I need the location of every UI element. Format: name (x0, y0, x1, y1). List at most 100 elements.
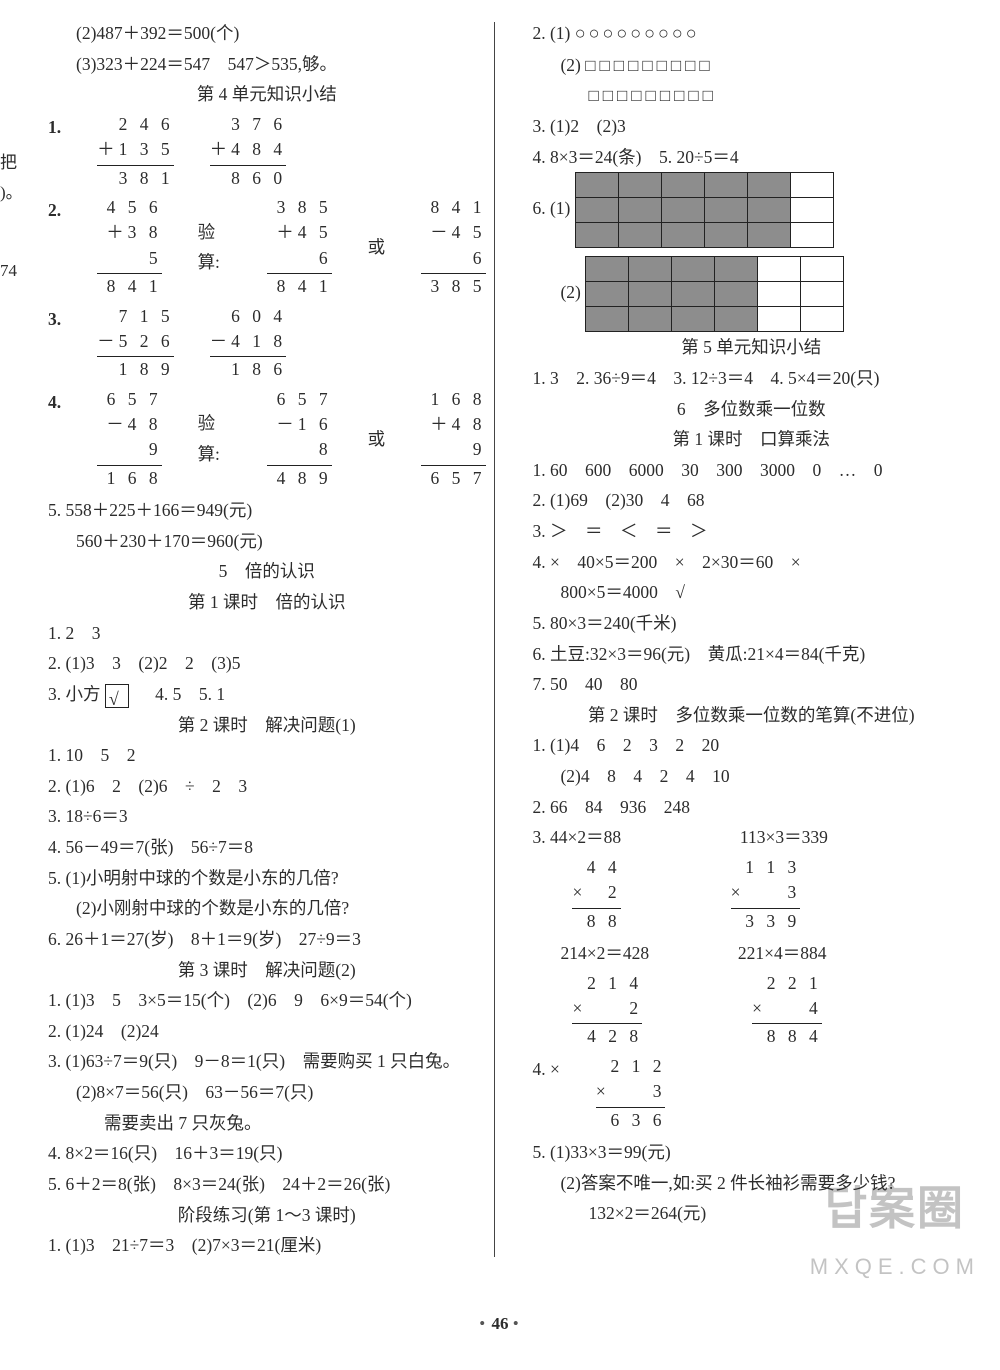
grid-cell (586, 282, 629, 307)
heading-5-3: 第 3 课时 解决问题(2) (48, 955, 486, 986)
text-line: 2. (1)6 2 (2)6 ÷ 2 3 (48, 771, 486, 802)
text-fragment: (2) (560, 282, 580, 302)
grid-cell (672, 282, 715, 307)
grid-row: (2) (532, 256, 970, 332)
text-line: 4. × 40×5＝200 × 2×30＝60 × (532, 547, 970, 578)
grid-cell (801, 257, 843, 282)
margin-text-1: 把 (0, 148, 28, 178)
grid-cell (586, 307, 629, 331)
text-line: (2)8×7＝56(只) 63－56＝7(只) (48, 1077, 486, 1108)
heading-6-2: 第 2 课时 多位数乘一位数的笔算(不进位) (532, 700, 970, 731)
q-number: 3. (48, 304, 61, 335)
text-line: 3. 18÷6＝3 (48, 801, 486, 832)
watermark: 답案圈 MXQE.COM (810, 1168, 980, 1287)
column-divider (494, 22, 495, 1257)
label-or: 或 (368, 232, 386, 263)
heading-section5: 5 倍的认识 (48, 556, 486, 587)
calc-row: 4 4× 28 8 1 1 3× 33 3 9 (532, 855, 970, 934)
text-line: (2)4 8 4 2 4 10 (532, 761, 970, 792)
vertical-calc: 7 1 5－5 2 61 8 9 (97, 304, 174, 383)
vertical-calc: 2 4 6＋1 3 53 8 1 (97, 112, 174, 191)
text-line: 2. (1) ○○○○○○○○○ (532, 18, 970, 50)
text-line: 6. 土豆:32×3＝96(元) 黄瓜:21×4＝84(千克) (532, 639, 970, 670)
text-line: 5. 6＋2＝8(张) 8×3＝24(张) 24＋2＝26(张) (48, 1169, 486, 1200)
grid-cell (748, 198, 791, 223)
margin-text-2: )。 (0, 178, 28, 208)
text-line: 7. 50 40 80 (532, 669, 970, 700)
grid-cell (705, 173, 748, 198)
shaded-grid-1 (575, 172, 834, 248)
text-line: 5. 558＋225＋166＝949(元) (48, 495, 486, 526)
text-fragment: 3. 44×2＝88 (532, 827, 621, 847)
text-line: 3. 44×2＝88 113×3＝339 (532, 822, 970, 853)
calc-row-1: 1. 2 4 6＋1 3 53 8 1 3 7 6＋4 8 48 6 0 (48, 112, 486, 191)
q-number: 1. (48, 112, 61, 143)
text-fragment: 3. 小方 (48, 684, 101, 704)
text-line: (3)323＋224＝547 547＞535,够。 (48, 49, 486, 80)
vertical-calc: 8 4 1－4 5 63 8 5 (421, 195, 485, 300)
text-fragment: (2) (560, 55, 580, 75)
grid-cell (705, 198, 748, 223)
q-number: 2. (48, 195, 61, 226)
text-line: 4. 8×3＝24(条) 5. 20÷5＝4 (532, 142, 970, 173)
grid-cell (791, 173, 833, 198)
text-fragment: 113×3＝339 (740, 827, 828, 847)
grid-cell (662, 223, 705, 247)
text-line: 1. 60 600 6000 30 300 3000 0 … 0 (532, 455, 970, 486)
vertical-calc: 3 8 5＋4 5 68 4 1 (267, 195, 331, 300)
grid-cell (672, 307, 715, 331)
text-fragment: 4. 5 5. 1 (155, 684, 225, 704)
text-line: 需要卖出 7 只灰兔。 (48, 1108, 486, 1139)
grid-cell (801, 307, 843, 331)
watermark-small: MXQE.COM (810, 1248, 980, 1287)
grid-cell (748, 173, 791, 198)
grid-cell (715, 282, 758, 307)
text-fragment: 2. (1) (532, 23, 570, 43)
shaded-grid-2 (585, 256, 844, 332)
text-line: 1. (1)3 21÷7＝3 (2)7×3＝21(厘米) (48, 1230, 486, 1261)
grid-cell (801, 282, 843, 307)
right-column: 2. (1) ○○○○○○○○○ (2) □□□□□□□□□ □□□□□□□□□… (510, 18, 970, 1261)
text-fragment: 221×4＝884 (738, 943, 827, 963)
label-check: 验算: (198, 217, 232, 278)
text-line: (2) □□□□□□□□□ (532, 50, 970, 81)
vertical-calc: 2 1 2× 36 3 6 (596, 1054, 666, 1133)
text-line: (2)小刚射中球的个数是小东的几倍? (48, 893, 486, 924)
grid-cell (629, 257, 672, 282)
grid-cell (629, 307, 672, 331)
page: 把 )。 74 (2)487＋392＝500(个) (3)323＋224＝547… (0, 0, 1000, 1301)
text-fragment: 214×2＝428 (560, 943, 649, 963)
vertical-calc: 4 4× 28 8 (572, 855, 620, 934)
grid-cell (672, 257, 715, 282)
vertical-calc: 3 7 6＋4 8 48 6 0 (210, 112, 287, 191)
grid-cell (619, 223, 662, 247)
vertical-calc: 6 5 7－4 8 91 6 8 (97, 387, 161, 492)
text-line: 3. (1)63÷7＝9(只) 9－8＝1(只) 需要购买 1 只白兔。 (48, 1046, 486, 1077)
left-margin-notes: 把 )。 74 (0, 18, 28, 285)
checkbox-icon: √ (105, 684, 129, 708)
vertical-calc: 2 2 1× 48 8 4 (752, 971, 822, 1050)
vertical-calc: 1 6 8＋4 8 96 5 7 (421, 387, 485, 492)
grid-cell (662, 173, 705, 198)
grid-row: 6. (1) (532, 172, 970, 248)
text-line: 3. ＞ ＝ ＜ ＝ ＞ (532, 516, 970, 547)
text-fragment: 6. (1) (532, 198, 570, 218)
calc-row: 4. × 2 1 2× 36 3 6 (532, 1054, 970, 1133)
heading-section6: 6 多位数乘一位数 (532, 394, 970, 425)
text-line: 2. (1)24 (2)24 (48, 1016, 486, 1047)
dot-icon: • (479, 1314, 487, 1333)
watermark-big: 답案圈 (810, 1168, 980, 1249)
circle-row-icon: ○○○○○○○○○ (575, 23, 700, 43)
text-line: 800×5＝4000 √ (532, 577, 970, 608)
text-line: 5. (1)小明射中球的个数是小东的几倍? (48, 863, 486, 894)
text-line: (2)487＋392＝500(个) (48, 18, 486, 49)
text-line: 560＋230＋170＝960(元) (48, 526, 486, 557)
text-line: 1. 10 5 2 (48, 740, 486, 771)
text-line: □□□□□□□□□ (532, 80, 970, 111)
label-check: 验算: (198, 408, 232, 469)
text-line: 6. 26＋1＝27(岁) 8＋1＝9(岁) 27÷9＝3 (48, 924, 486, 955)
grid-cell (586, 257, 629, 282)
grid-cell (662, 198, 705, 223)
grid-cell (619, 173, 662, 198)
heading-unit5: 第 5 单元知识小结 (532, 332, 970, 363)
